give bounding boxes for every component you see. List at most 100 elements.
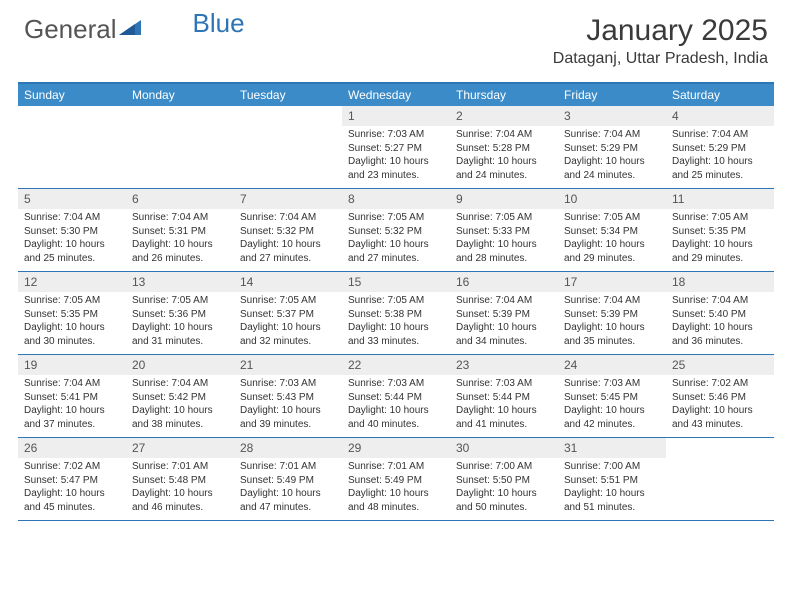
cell-body: Sunrise: 7:03 AMSunset: 5:27 PMDaylight:… <box>342 126 450 186</box>
calendar-cell: 18Sunrise: 7:04 AMSunset: 5:40 PMDayligh… <box>666 272 774 354</box>
daylight-line: Daylight: 10 hours and 27 minutes. <box>240 238 336 265</box>
cell-body: Sunrise: 7:00 AMSunset: 5:51 PMDaylight:… <box>558 458 666 518</box>
sunset-line: Sunset: 5:48 PM <box>132 474 228 488</box>
day-header-row: Sunday Monday Tuesday Wednesday Thursday… <box>18 84 774 106</box>
calendar-cell: . <box>666 438 774 520</box>
cell-body: Sunrise: 7:04 AMSunset: 5:39 PMDaylight:… <box>558 292 666 352</box>
daylight-line: Daylight: 10 hours and 33 minutes. <box>348 321 444 348</box>
daylight-line: Daylight: 10 hours and 24 minutes. <box>564 155 660 182</box>
calendar-cell: 25Sunrise: 7:02 AMSunset: 5:46 PMDayligh… <box>666 355 774 437</box>
calendar-cell: 29Sunrise: 7:01 AMSunset: 5:49 PMDayligh… <box>342 438 450 520</box>
sunset-line: Sunset: 5:50 PM <box>456 474 552 488</box>
sunset-line: Sunset: 5:28 PM <box>456 142 552 156</box>
sunrise-line: Sunrise: 7:04 AM <box>24 377 120 391</box>
calendar-cell: 9Sunrise: 7:05 AMSunset: 5:33 PMDaylight… <box>450 189 558 271</box>
date-number: 12 <box>18 272 126 292</box>
sunrise-line: Sunrise: 7:01 AM <box>240 460 336 474</box>
calendar-cell: 19Sunrise: 7:04 AMSunset: 5:41 PMDayligh… <box>18 355 126 437</box>
sunrise-line: Sunrise: 7:04 AM <box>24 211 120 225</box>
sunset-line: Sunset: 5:32 PM <box>240 225 336 239</box>
daylight-line: Daylight: 10 hours and 50 minutes. <box>456 487 552 514</box>
sunrise-line: Sunrise: 7:00 AM <box>564 460 660 474</box>
date-number: 27 <box>126 438 234 458</box>
calendar-cell: 27Sunrise: 7:01 AMSunset: 5:48 PMDayligh… <box>126 438 234 520</box>
daylight-line: Daylight: 10 hours and 41 minutes. <box>456 404 552 431</box>
daylight-line: Daylight: 10 hours and 32 minutes. <box>240 321 336 348</box>
daylight-line: Daylight: 10 hours and 43 minutes. <box>672 404 768 431</box>
sunrise-line: Sunrise: 7:05 AM <box>348 294 444 308</box>
calendar-cell: 5Sunrise: 7:04 AMSunset: 5:30 PMDaylight… <box>18 189 126 271</box>
logo-text-2: Blue <box>193 8 245 39</box>
date-number: 10 <box>558 189 666 209</box>
cell-body: Sunrise: 7:04 AMSunset: 5:42 PMDaylight:… <box>126 375 234 435</box>
sunrise-line: Sunrise: 7:03 AM <box>348 128 444 142</box>
date-number: 26 <box>18 438 126 458</box>
day-header: Monday <box>126 84 234 106</box>
daylight-line: Daylight: 10 hours and 25 minutes. <box>672 155 768 182</box>
calendar-cell: 1Sunrise: 7:03 AMSunset: 5:27 PMDaylight… <box>342 106 450 188</box>
date-number: 2 <box>450 106 558 126</box>
sunrise-line: Sunrise: 7:04 AM <box>672 128 768 142</box>
date-number: 22 <box>342 355 450 375</box>
calendar-cell: 12Sunrise: 7:05 AMSunset: 5:35 PMDayligh… <box>18 272 126 354</box>
sunrise-line: Sunrise: 7:05 AM <box>240 294 336 308</box>
daylight-line: Daylight: 10 hours and 36 minutes. <box>672 321 768 348</box>
daylight-line: Daylight: 10 hours and 47 minutes. <box>240 487 336 514</box>
daylight-line: Daylight: 10 hours and 24 minutes. <box>456 155 552 182</box>
calendar-cell: 4Sunrise: 7:04 AMSunset: 5:29 PMDaylight… <box>666 106 774 188</box>
calendar-cell: 15Sunrise: 7:05 AMSunset: 5:38 PMDayligh… <box>342 272 450 354</box>
calendar-cell: 14Sunrise: 7:05 AMSunset: 5:37 PMDayligh… <box>234 272 342 354</box>
sunset-line: Sunset: 5:44 PM <box>348 391 444 405</box>
sunrise-line: Sunrise: 7:05 AM <box>672 211 768 225</box>
cell-body: Sunrise: 7:04 AMSunset: 5:29 PMDaylight:… <box>666 126 774 186</box>
sunrise-line: Sunrise: 7:04 AM <box>456 128 552 142</box>
cell-body: Sunrise: 7:04 AMSunset: 5:40 PMDaylight:… <box>666 292 774 352</box>
calendar-week: 5Sunrise: 7:04 AMSunset: 5:30 PMDaylight… <box>18 189 774 272</box>
sunrise-line: Sunrise: 7:03 AM <box>564 377 660 391</box>
day-header: Tuesday <box>234 84 342 106</box>
daylight-line: Daylight: 10 hours and 37 minutes. <box>24 404 120 431</box>
sunrise-line: Sunrise: 7:05 AM <box>456 211 552 225</box>
sunrise-line: Sunrise: 7:04 AM <box>132 211 228 225</box>
sunset-line: Sunset: 5:47 PM <box>24 474 120 488</box>
date-number: 1 <box>342 106 450 126</box>
calendar-cell: 26Sunrise: 7:02 AMSunset: 5:47 PMDayligh… <box>18 438 126 520</box>
cell-body: Sunrise: 7:02 AMSunset: 5:46 PMDaylight:… <box>666 375 774 435</box>
calendar: Sunday Monday Tuesday Wednesday Thursday… <box>18 82 774 521</box>
calendar-week: 19Sunrise: 7:04 AMSunset: 5:41 PMDayligh… <box>18 355 774 438</box>
daylight-line: Daylight: 10 hours and 30 minutes. <box>24 321 120 348</box>
date-number: 24 <box>558 355 666 375</box>
date-number: 20 <box>126 355 234 375</box>
day-header: Friday <box>558 84 666 106</box>
date-number: 8 <box>342 189 450 209</box>
calendar-cell: 17Sunrise: 7:04 AMSunset: 5:39 PMDayligh… <box>558 272 666 354</box>
daylight-line: Daylight: 10 hours and 34 minutes. <box>456 321 552 348</box>
sunset-line: Sunset: 5:49 PM <box>240 474 336 488</box>
daylight-line: Daylight: 10 hours and 42 minutes. <box>564 404 660 431</box>
date-number: 30 <box>450 438 558 458</box>
day-header: Wednesday <box>342 84 450 106</box>
sunset-line: Sunset: 5:41 PM <box>24 391 120 405</box>
date-number: 29 <box>342 438 450 458</box>
date-number: 7 <box>234 189 342 209</box>
cell-body: Sunrise: 7:04 AMSunset: 5:28 PMDaylight:… <box>450 126 558 186</box>
calendar-week: 26Sunrise: 7:02 AMSunset: 5:47 PMDayligh… <box>18 438 774 521</box>
daylight-line: Daylight: 10 hours and 23 minutes. <box>348 155 444 182</box>
sunset-line: Sunset: 5:39 PM <box>564 308 660 322</box>
cell-body: Sunrise: 7:01 AMSunset: 5:48 PMDaylight:… <box>126 458 234 518</box>
date-number: 13 <box>126 272 234 292</box>
sunset-line: Sunset: 5:35 PM <box>24 308 120 322</box>
sunset-line: Sunset: 5:29 PM <box>564 142 660 156</box>
sunset-line: Sunset: 5:27 PM <box>348 142 444 156</box>
sunrise-line: Sunrise: 7:04 AM <box>456 294 552 308</box>
cell-body: Sunrise: 7:04 AMSunset: 5:39 PMDaylight:… <box>450 292 558 352</box>
calendar-cell: . <box>126 106 234 188</box>
date-number: 3 <box>558 106 666 126</box>
cell-body: Sunrise: 7:05 AMSunset: 5:32 PMDaylight:… <box>342 209 450 269</box>
page-title: January 2025 <box>553 14 768 48</box>
cell-body: Sunrise: 7:05 AMSunset: 5:38 PMDaylight:… <box>342 292 450 352</box>
sunrise-line: Sunrise: 7:02 AM <box>672 377 768 391</box>
sunrise-line: Sunrise: 7:05 AM <box>348 211 444 225</box>
sunrise-line: Sunrise: 7:04 AM <box>564 294 660 308</box>
date-number: 16 <box>450 272 558 292</box>
